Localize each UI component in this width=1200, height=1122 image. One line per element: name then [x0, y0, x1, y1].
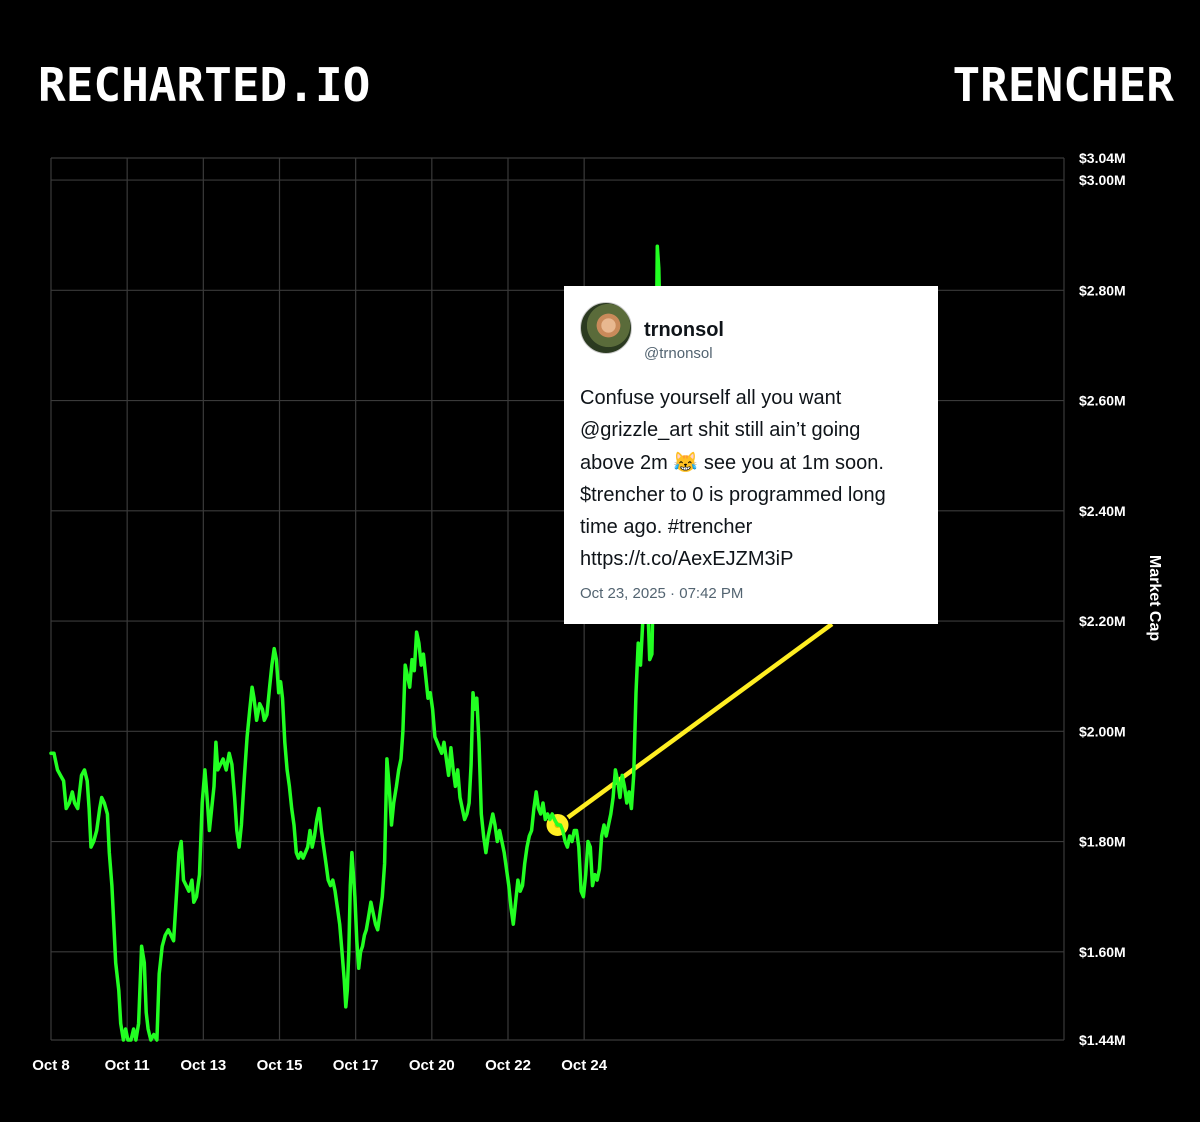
y-axis-label: Market Cap	[1146, 555, 1163, 641]
y-tick-label: $2.60M	[1079, 393, 1126, 409]
y-axis: $3.04M $3.00M $2.80M $2.60M $2.40M $2.20M $2.0…	[1079, 150, 1126, 1048]
x-tick-label: Oct 24	[561, 1057, 608, 1074]
market-cap-line	[49, 244, 669, 1042]
y-tick-label: $1.80M	[1079, 834, 1126, 850]
x-tick-label: Oct 22	[485, 1057, 531, 1074]
x-tick-label: Oct 17	[333, 1057, 379, 1074]
tweet-timestamp[interactable]: Oct 23, 2025 · 07:42 PM	[580, 585, 744, 602]
y-tick-label: $3.00M	[1079, 172, 1126, 188]
x-tick-label: Oct 15	[257, 1057, 303, 1074]
y-tick-label: $2.20M	[1079, 613, 1126, 629]
y-tick-label: $1.60M	[1079, 944, 1126, 960]
x-tick-label: Oct 13	[180, 1057, 226, 1074]
y-tick-label: $2.40M	[1079, 503, 1126, 519]
series-group	[49, 244, 669, 1042]
brand-recharted: RECHARTED.IO	[38, 58, 371, 112]
tweet-card[interactable]: trnonsol @trnonsol Confuse yourself all …	[564, 286, 938, 624]
tweet-connector-line	[556, 622, 834, 827]
tweet-annotation	[544, 622, 834, 839]
y-tick-label: $2.80M	[1079, 282, 1126, 298]
brand-trencher: TRENCHER	[952, 58, 1174, 112]
x-axis: Oct 8 Oct 11 Oct 13 Oct 15 Oct 17 Oct 20 Oct 2…	[32, 1057, 608, 1074]
x-tick-label: Oct 20	[409, 1057, 455, 1074]
x-tick-label: Oct 11	[105, 1057, 150, 1074]
y-tick-label: $2.00M	[1079, 723, 1126, 739]
avatar-icon[interactable]	[580, 302, 632, 354]
y-tick-label: $3.04M	[1079, 150, 1126, 166]
x-tick-label: Oct 8	[32, 1057, 70, 1074]
tweet-author-handle[interactable]: @trnonsol	[644, 345, 713, 362]
y-tick-label: $1.44M	[1079, 1032, 1126, 1048]
tweet-author-name[interactable]: trnonsol	[644, 319, 724, 341]
tweet-text: Confuse yourself all you want @grizzle_a…	[580, 387, 886, 571]
